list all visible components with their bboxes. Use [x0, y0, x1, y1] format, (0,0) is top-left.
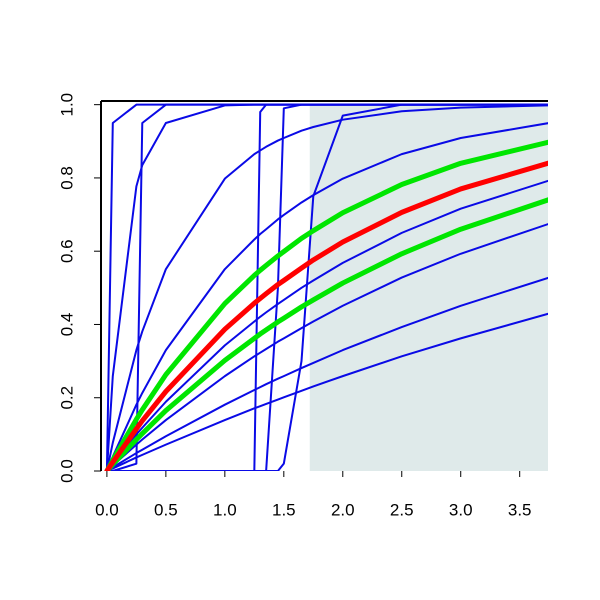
data-line [105, 122, 548, 471]
data-line [105, 223, 548, 471]
x-tick-label: 0.0 [95, 500, 119, 519]
x-tick-label: 3.0 [449, 500, 473, 519]
data-line [104, 160, 548, 471]
x-tick-label: 3.5 [508, 500, 532, 519]
x-tick-label: 1.5 [272, 500, 296, 519]
data-line [105, 103, 548, 471]
x-tick-label: 2.0 [331, 500, 355, 519]
y-tick-label: 0.6 [57, 239, 76, 263]
highlight-region [309, 104, 548, 471]
x-tick-label: 2.5 [390, 500, 414, 519]
y-tick-label: 0.2 [57, 386, 76, 410]
data-line [105, 103, 548, 471]
plot-area [104, 103, 548, 471]
y-tick-label: 0.4 [57, 313, 76, 337]
data-line [104, 197, 548, 471]
x-tick-label: 1.0 [213, 500, 237, 519]
data-line [105, 104, 548, 471]
data-line [105, 312, 548, 471]
x-tick-label: 0.5 [154, 500, 178, 519]
y-tick-label: 0.8 [57, 166, 76, 190]
y-tick-label: 1.0 [57, 93, 76, 117]
y-tick-label: 0.0 [57, 459, 76, 483]
data-line [104, 139, 548, 471]
data-line [105, 179, 548, 471]
data-line [105, 276, 548, 471]
